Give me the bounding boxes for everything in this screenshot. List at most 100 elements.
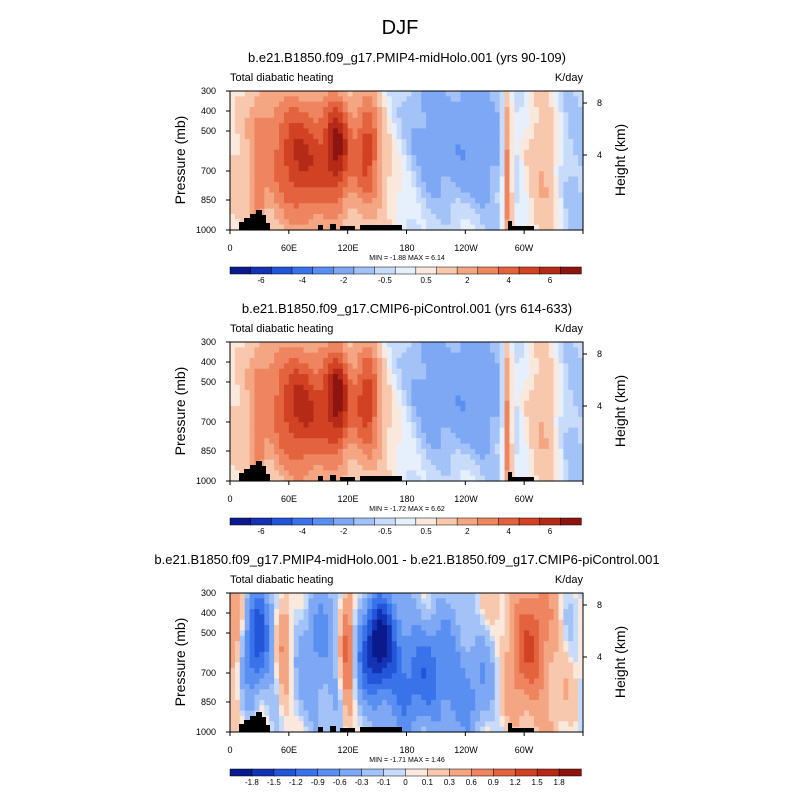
- topography-shape: [340, 477, 355, 481]
- heatmap-cell: [514, 384, 520, 391]
- heatmap-cell: [455, 342, 462, 348]
- heatmap-cell: [548, 651, 555, 658]
- heatmap-cell: [318, 614, 324, 621]
- heatmap-cell: [372, 171, 378, 178]
- heatmap-cell: [426, 117, 432, 124]
- heatmap-cell: [337, 432, 344, 439]
- colorbar-label: -0.5: [378, 527, 392, 536]
- heatmap-cell: [421, 181, 427, 188]
- heatmap-cell: [435, 208, 442, 215]
- heatmap-cell: [244, 619, 251, 626]
- heatmap-cell: [514, 614, 520, 621]
- heatmap-cell: [553, 165, 560, 172]
- heatmap-cell: [254, 91, 261, 97]
- heatmap-cell: [293, 432, 300, 439]
- heatmap-cell: [396, 598, 403, 605]
- heatmap-cell: [288, 422, 295, 429]
- heatmap-cell: [293, 219, 300, 226]
- heatmap-cell: [303, 208, 310, 215]
- heatmap-cell: [377, 352, 383, 359]
- heatmap-cell: [313, 160, 319, 167]
- heatmap-cell: [548, 667, 555, 674]
- heatmap-cell: [332, 630, 339, 637]
- heatmap-cell: [499, 662, 506, 669]
- heatmap-cell: [308, 197, 314, 204]
- heatmap-cell: [431, 117, 437, 124]
- heatmap-cell: [372, 662, 378, 669]
- heatmap-cell: [303, 406, 310, 413]
- heatmap-cell: [519, 374, 525, 381]
- heatmap-cell: [450, 101, 457, 108]
- heatmap-cell: [416, 443, 422, 450]
- heatmap-cell: [254, 662, 261, 669]
- heatmap-cell: [283, 470, 290, 477]
- heatmap-cell: [475, 646, 481, 653]
- heatmap-cell: [421, 470, 427, 477]
- heatmap-cell: [342, 432, 349, 439]
- heatmap-cell: [372, 603, 378, 610]
- heatmap-cell: [318, 171, 324, 178]
- heatmap-cell: [524, 352, 530, 359]
- heatmap-cell: [303, 464, 310, 471]
- colorbar-swatch: [394, 266, 417, 275]
- heatmap-cell: [480, 374, 486, 381]
- heatmap-cell: [440, 171, 447, 178]
- heatmap-cell: [401, 203, 408, 210]
- heatmap-cell: [435, 139, 442, 146]
- heatmap-cell: [533, 128, 540, 135]
- colorbar-swatch: [374, 517, 396, 526]
- heatmap-cell: [230, 379, 236, 386]
- heatmap-cell: [538, 352, 545, 359]
- heatmap-cell: [259, 448, 265, 455]
- heatmap-cell: [455, 352, 462, 359]
- heatmap-cell: [357, 646, 363, 653]
- heatmap-cell: [480, 144, 486, 151]
- heatmap-cell: [578, 171, 584, 178]
- heatmap-cell: [504, 176, 511, 183]
- heatmap-cell: [543, 123, 550, 130]
- heatmap-cell: [470, 416, 476, 423]
- heatmap-cell: [254, 358, 261, 364]
- heatmap-cell: [470, 181, 476, 188]
- heatmap-cell: [416, 165, 422, 172]
- heatmap-cell: [416, 213, 422, 220]
- heatmap-cell: [279, 390, 285, 397]
- heatmap-cell: [254, 149, 261, 156]
- heatmap-cell: [509, 165, 515, 172]
- heatmap-cell: [352, 641, 359, 648]
- heatmap-cell: [406, 112, 412, 119]
- heatmap-cell: [533, 379, 540, 386]
- heatmap-cell: [352, 149, 359, 156]
- heatmap-cell: [244, 165, 251, 172]
- heatmap-cell: [553, 176, 560, 183]
- heatmap-cell: [543, 181, 550, 188]
- heatmap-cell: [298, 139, 305, 146]
- heatmap-cell: [416, 416, 422, 423]
- heatmap-cell: [484, 224, 491, 231]
- heatmap-cell: [342, 374, 349, 381]
- heatmap-cell: [372, 165, 378, 172]
- heatmap-cell: [470, 374, 476, 381]
- heatmap-cell: [519, 448, 525, 455]
- heatmap-cell: [484, 155, 491, 162]
- heatmap-cell: [445, 112, 452, 119]
- heatmap-cell: [303, 91, 310, 97]
- heatmap-cell: [543, 406, 550, 413]
- heatmap-cell: [529, 187, 535, 194]
- heatmap-cell: [337, 91, 344, 97]
- heatmap-cell: [440, 197, 447, 204]
- heatmap-cell: [426, 342, 432, 348]
- heatmap-cell: [269, 619, 275, 626]
- heatmap-cell: [362, 603, 368, 610]
- heatmap-cell: [548, 384, 555, 391]
- heatmap-cell: [519, 155, 525, 162]
- heatmap-cell: [381, 593, 388, 599]
- heatmap-cell: [396, 470, 403, 477]
- heatmap-cell: [489, 657, 496, 664]
- heatmap-cell: [283, 112, 290, 119]
- heatmap-cell: [504, 219, 511, 226]
- heatmap-cell: [568, 347, 574, 354]
- heatmap-cell: [533, 470, 540, 477]
- heatmap-cell: [244, 208, 251, 215]
- heatmap-cell: [548, 475, 555, 482]
